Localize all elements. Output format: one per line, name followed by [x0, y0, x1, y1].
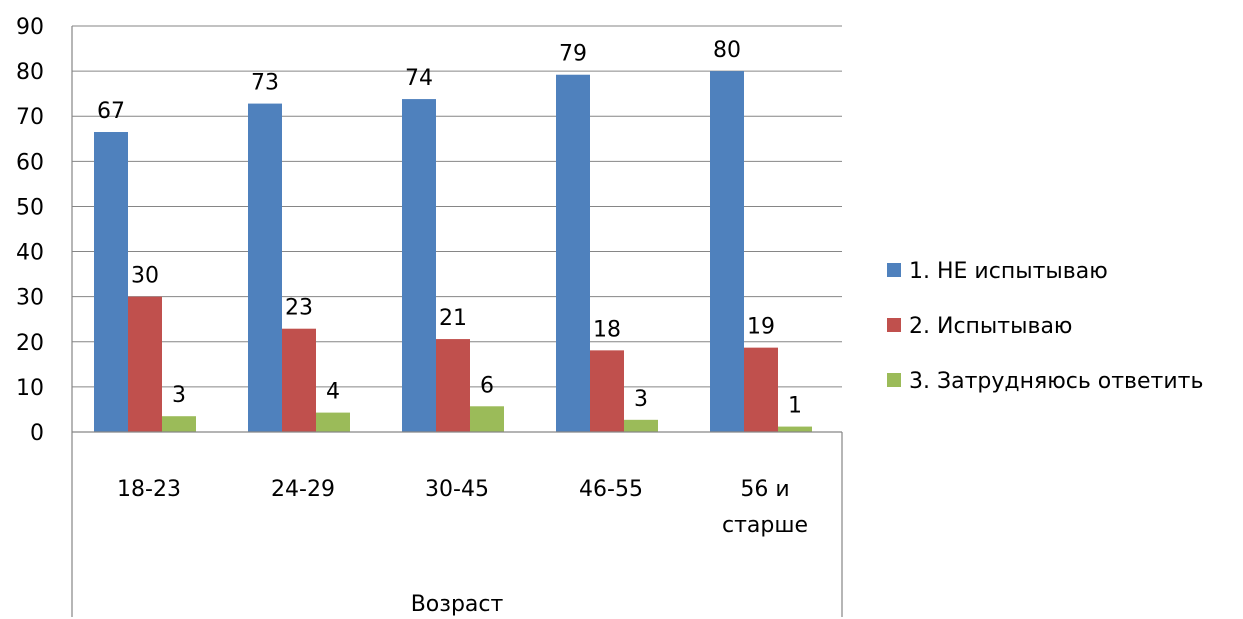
legend: 1. НЕ испытываю 2. Испытываю 3. Затрудняюс…	[887, 259, 1203, 394]
legend-label: 3. Затрудняюсь ответить	[909, 369, 1203, 394]
bar	[128, 296, 162, 432]
bar	[470, 406, 504, 432]
category-label: 24-29	[271, 477, 335, 502]
data-label: 1	[788, 394, 802, 419]
y-tick-label: 20	[16, 331, 44, 356]
y-tick-label: 60	[16, 150, 44, 175]
bar	[556, 74, 590, 432]
y-tick-label: 80	[16, 60, 44, 85]
data-label: 74	[405, 66, 433, 91]
y-tick-label: 70	[16, 105, 44, 130]
data-label: 4	[326, 380, 340, 405]
data-label: 67	[97, 99, 125, 124]
y-tick-label: 10	[16, 376, 44, 401]
bar	[744, 347, 778, 432]
bar	[710, 71, 744, 432]
x-axis-title: Возраст	[411, 592, 504, 617]
data-label: 21	[439, 306, 467, 331]
data-label: 3	[172, 383, 186, 408]
data-labels: 67 73 74 79 80 30 23 21 18 19 3 4 6 3 1	[97, 38, 802, 418]
y-tick-label: 90	[16, 15, 44, 40]
data-label: 3	[634, 387, 648, 412]
data-label: 19	[747, 315, 775, 340]
category-label: 30-45	[425, 477, 489, 502]
category-label: 18-23	[117, 477, 181, 502]
bar	[624, 419, 658, 432]
bar	[94, 132, 128, 432]
data-label: 80	[713, 38, 741, 63]
y-tick-label: 0	[30, 421, 44, 446]
axes	[71, 26, 843, 617]
data-label: 79	[559, 42, 587, 67]
bar	[248, 103, 282, 432]
y-tick-label: 50	[16, 195, 44, 220]
legend-swatch	[887, 373, 901, 387]
category-label: 46-55	[579, 477, 643, 502]
y-tick-label: 40	[16, 241, 44, 266]
data-label: 23	[285, 296, 313, 321]
data-label: 30	[131, 264, 159, 289]
bar	[436, 339, 470, 432]
bar	[162, 416, 196, 432]
bar	[402, 99, 436, 432]
legend-swatch	[887, 263, 901, 277]
bar	[778, 426, 812, 432]
legend-label: 1. НЕ испытываю	[909, 259, 1108, 284]
bars	[94, 71, 812, 432]
legend-label: 2. Испытываю	[909, 314, 1072, 339]
y-tick-label: 30	[16, 286, 44, 311]
legend-swatch	[887, 318, 901, 332]
data-label: 6	[480, 373, 494, 398]
data-label: 73	[251, 71, 279, 96]
gridlines	[72, 25, 842, 388]
bar	[316, 412, 350, 432]
bar	[282, 328, 316, 432]
bar	[590, 350, 624, 432]
category-labels: 18-23 24-29 30-45 46-55 56 и старше	[117, 477, 808, 538]
data-label: 18	[593, 317, 621, 342]
category-label: 56 и	[740, 477, 789, 502]
category-label: старше	[722, 513, 808, 538]
y-tick-labels: 0 10 20 30 40 50 60 70 80 90	[16, 15, 44, 446]
